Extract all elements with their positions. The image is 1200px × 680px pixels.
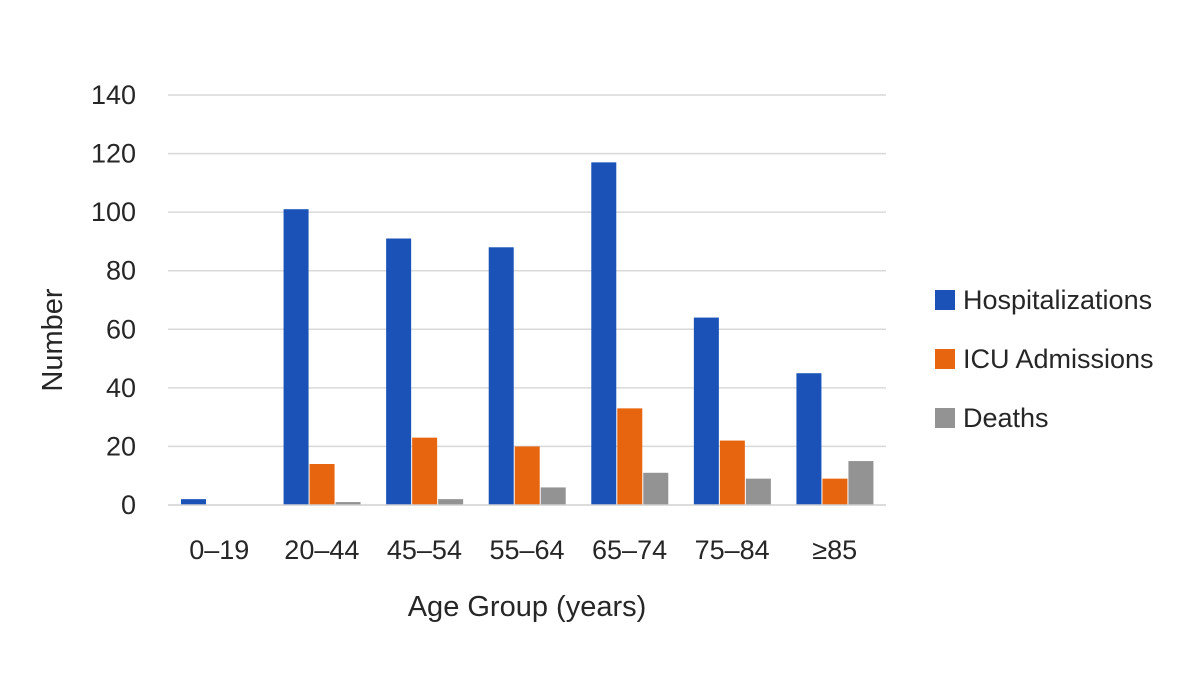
x-tick-label: 45–54 [387,535,462,565]
y-tick-label: 40 [106,373,136,403]
bar-deaths [745,478,771,505]
bar-deaths [643,472,669,505]
bar-deaths [335,502,361,505]
x-tick-label: 55–64 [489,535,564,565]
x-tick-label: 75–84 [695,535,770,565]
legend-swatch [935,349,955,369]
bar-icu-admissions [412,437,438,505]
bars [181,162,874,506]
bar-hospitalizations [796,373,822,505]
bar-icu-admissions [617,408,643,505]
x-tick-label: ≥85 [812,535,857,565]
bar-hospitalizations [181,499,206,505]
legend-swatch [935,290,955,310]
x-axis-title: Age Group (years) [408,591,647,623]
bar-hospitalizations [693,317,719,505]
x-tick-label: 20–44 [284,535,359,565]
bar-icu-admissions [822,478,848,505]
x-tick-label: 0–19 [189,535,249,565]
x-axis-ticks: 0–19 20–44 45–54 55–64 65–74 75–84 ≥85 [189,535,857,565]
bar-deaths [848,461,874,505]
y-tick-label: 100 [91,197,136,227]
legend-label: ICU Admissions [963,344,1154,374]
legend-label: Deaths [963,403,1049,433]
bar-deaths [438,499,464,505]
bar-icu-admissions [309,464,335,505]
x-tick-label: 65–74 [592,535,667,565]
legend: Hospitalizations ICU Admissions Deaths [935,285,1154,433]
bar-icu-admissions [514,446,540,505]
bar-hospitalizations [591,162,617,505]
bar-hospitalizations [386,238,412,505]
y-tick-label: 20 [106,431,136,461]
bar-hospitalizations [283,209,309,505]
y-tick-label: 120 [91,139,136,169]
legend-label: Hospitalizations [963,285,1152,315]
legend-swatch [935,408,955,428]
y-axis-ticks: 0 20 40 60 80 100 120 140 [91,80,136,520]
bar-hospitalizations [488,247,514,506]
y-tick-label: 60 [106,314,136,344]
y-tick-label: 0 [121,490,136,520]
y-axis-title: Number [37,288,69,391]
gridlines [168,94,886,448]
y-tick-label: 140 [91,80,136,110]
bar-icu-admissions [719,440,745,505]
bar-deaths [540,487,566,505]
y-tick-label: 80 [106,256,136,286]
